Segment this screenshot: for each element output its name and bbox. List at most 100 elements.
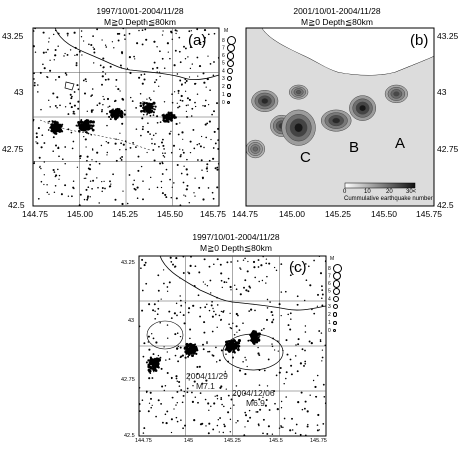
earthquake-point	[108, 110, 113, 114]
earthquake-point	[182, 181, 185, 184]
earthquake-point	[210, 292, 212, 294]
panel-c-map	[138, 255, 327, 437]
earthquake-point	[152, 114, 155, 116]
earthquake-point	[177, 133, 180, 136]
earthquake-point	[206, 342, 208, 344]
earthquake-point	[223, 405, 225, 408]
earthquake-point	[49, 106, 51, 108]
earthquake-point	[194, 265, 197, 268]
earthquake-point	[257, 259, 260, 261]
earthquake-point	[214, 313, 217, 316]
earthquake-point	[213, 130, 216, 133]
earthquake-point	[141, 289, 144, 292]
earthquake-point	[175, 416, 178, 419]
earthquake-point	[33, 45, 35, 48]
earthquake-point	[215, 361, 218, 363]
earthquake-point	[59, 104, 61, 107]
earthquake-point	[319, 272, 323, 275]
earthquake-point	[93, 48, 96, 51]
earthquake-point	[264, 404, 267, 407]
earthquake-point	[108, 185, 111, 188]
earthquake-point	[213, 263, 215, 266]
earthquake-point	[173, 408, 175, 410]
colorbar-label: Cummulative earthquake number	[344, 196, 433, 202]
earthquake-point	[37, 197, 40, 200]
earthquake-point	[295, 344, 297, 346]
earthquake-point	[79, 193, 82, 196]
earthquake-point	[176, 347, 179, 350]
earthquake-point	[230, 344, 233, 347]
earthquake-point	[146, 151, 148, 154]
earthquake-point	[234, 344, 237, 347]
earthquake-point	[147, 369, 150, 371]
earthquake-point	[244, 426, 246, 428]
earthquake-point	[142, 109, 145, 113]
earthquake-point	[216, 168, 219, 171]
earthquake-point	[33, 161, 36, 163]
earthquake-point	[35, 132, 38, 135]
earthquake-point	[183, 322, 186, 325]
earthquake-point	[318, 429, 321, 431]
earthquake-point	[229, 431, 232, 433]
earthquake-point	[153, 159, 156, 162]
earthquake-point	[143, 342, 146, 345]
earthquake-point	[91, 148, 94, 150]
earthquake-point	[69, 93, 72, 96]
earthquake-point	[188, 201, 191, 204]
earthquake-point	[39, 166, 41, 168]
earthquake-point	[139, 410, 141, 412]
earthquake-point	[145, 282, 148, 285]
earthquake-point	[97, 186, 99, 189]
earthquake-point	[173, 91, 176, 93]
panel-c-xtick: 145.5	[269, 438, 283, 444]
earthquake-point	[176, 332, 179, 334]
earthquake-point	[37, 127, 40, 130]
earthquake-point	[230, 289, 232, 291]
earthquake-point	[56, 107, 58, 109]
earthquake-point	[212, 428, 215, 431]
earthquake-point	[285, 339, 288, 342]
earthquake-point	[115, 159, 118, 162]
earthquake-point	[70, 131, 73, 134]
earthquake-point	[79, 124, 82, 127]
earthquake-point	[191, 400, 194, 403]
earthquake-point	[159, 321, 161, 324]
earthquake-point	[313, 312, 316, 315]
earthquake-point	[203, 146, 205, 149]
earthquake-point	[244, 414, 248, 417]
earthquake-point	[141, 29, 144, 32]
earthquake-point	[175, 377, 178, 380]
earthquake-point	[161, 173, 164, 175]
earthquake-point	[319, 339, 322, 341]
earthquake-point	[79, 120, 83, 124]
earthquake-point	[182, 138, 184, 140]
earthquake-point	[202, 343, 204, 346]
earthquake-point	[254, 309, 256, 312]
earthquake-point	[235, 288, 238, 291]
earthquake-point	[184, 90, 187, 92]
earthquake-point	[93, 62, 95, 64]
earthquake-point	[235, 312, 238, 316]
earthquake-point	[202, 177, 204, 180]
earthquake-point	[117, 108, 121, 111]
earthquake-point	[58, 155, 60, 158]
earthquake-point	[73, 187, 75, 190]
earthquake-point	[156, 115, 159, 118]
earthquake-point	[128, 174, 131, 176]
earthquake-point	[224, 348, 228, 351]
earthquake-point	[191, 63, 193, 65]
earthquake-point	[310, 342, 313, 345]
earthquake-point	[148, 97, 151, 99]
earthquake-point	[119, 149, 121, 151]
earthquake-point	[185, 348, 188, 351]
earthquake-point	[54, 104, 57, 107]
panel-c-xtick: 145.25	[224, 438, 241, 444]
earthquake-point	[58, 174, 61, 177]
earthquake-point	[207, 187, 210, 189]
earthquake-point	[256, 410, 259, 413]
earthquake-point	[265, 258, 268, 260]
earthquake-point	[65, 74, 68, 76]
earthquake-point	[227, 411, 230, 414]
earthquake-point	[300, 268, 302, 271]
earthquake-point	[153, 40, 156, 43]
